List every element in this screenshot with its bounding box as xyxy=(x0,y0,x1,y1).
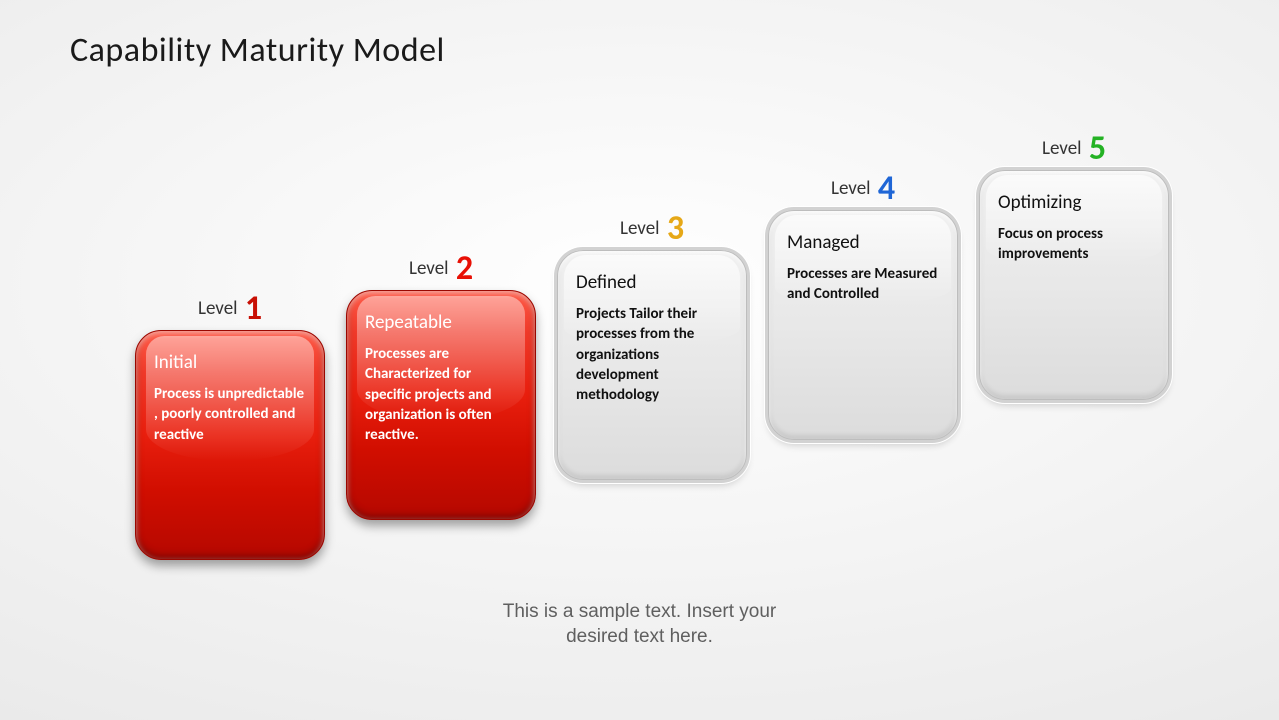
card-body-5: Optimizing Focus on process improvements xyxy=(979,170,1169,400)
card-body-4: Managed Processes are Measured and Contro… xyxy=(768,210,958,440)
footer-caption: This is a sample text. Insert your desir… xyxy=(503,599,777,650)
page-title: Capability Maturity Model xyxy=(70,30,445,71)
level-label-5: Level 5 xyxy=(979,128,1169,169)
level-card-1: Level 1InitialProcess is unpredictable ,… xyxy=(135,330,325,560)
card-body-3: Defined Projects Tailor their processes f… xyxy=(557,250,747,480)
card-description: Focus on process improvements xyxy=(998,224,1150,265)
level-label-2: Level 2 xyxy=(346,248,536,289)
card-description: Projects Tailor their processes from the… xyxy=(576,304,728,405)
level-label-prefix: Level xyxy=(1042,137,1082,160)
level-card-2: Level 2RepeatableProcesses are Character… xyxy=(346,290,536,520)
card-description: Processes are Characterized for specific… xyxy=(365,344,517,445)
level-number: 1 xyxy=(245,288,262,329)
level-number: 3 xyxy=(667,208,684,249)
card-body-1: Initial Process is unpredictable , poorly… xyxy=(135,330,325,560)
level-label-3: Level 3 xyxy=(557,208,747,249)
card-heading: Defined xyxy=(576,271,728,294)
card-description: Process is unpredictable , poorly contro… xyxy=(154,384,306,445)
level-label-prefix: Level xyxy=(198,297,238,320)
level-label-prefix: Level xyxy=(620,217,660,240)
level-label-4: Level 4 xyxy=(768,168,958,209)
level-card-4: Level 4ManagedProcesses are Measured and… xyxy=(768,210,958,440)
level-number: 4 xyxy=(878,168,895,209)
card-heading: Optimizing xyxy=(998,191,1150,214)
level-label-1: Level 1 xyxy=(135,288,325,329)
card-heading: Initial xyxy=(154,351,306,374)
level-number: 2 xyxy=(456,248,473,289)
level-card-5: Level 5OptimizingFocus on process improv… xyxy=(979,170,1169,400)
card-description: Processes are Measured and Controlled xyxy=(787,264,939,305)
level-number: 5 xyxy=(1089,128,1106,169)
card-heading: Repeatable xyxy=(365,311,517,334)
card-heading: Managed xyxy=(787,231,939,254)
level-label-prefix: Level xyxy=(409,257,449,280)
card-body-2: Repeatable Processes are Characterized fo… xyxy=(346,290,536,520)
level-card-3: Level 3DefinedProjects Tailor their proc… xyxy=(557,250,747,480)
level-label-prefix: Level xyxy=(831,177,871,200)
